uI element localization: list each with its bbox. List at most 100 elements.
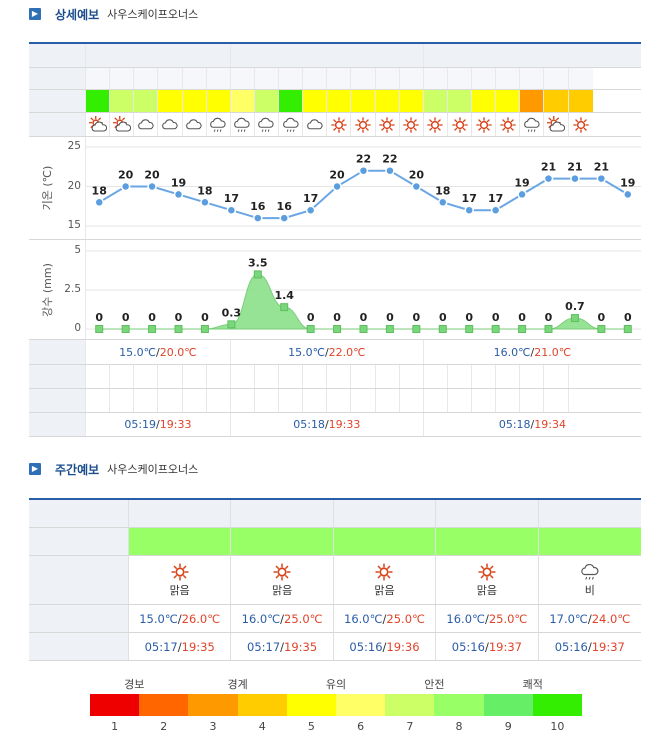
golf-index-cell (544, 90, 569, 112)
wind-cell (351, 389, 376, 412)
precip-chart-side: 강수 (mm) 5 2.5 0 (29, 240, 86, 339)
hour-cell (206, 68, 231, 89)
data-label: 0.7 (565, 300, 585, 313)
legend-color-swatch (532, 694, 583, 716)
precip-point (359, 325, 368, 333)
sun-cloud-icon (112, 115, 131, 132)
sunset-time: 19:34 (534, 418, 566, 431)
sunrise-time: 05:16 (554, 639, 588, 654)
weekly-date-cell (231, 500, 334, 527)
max-temp: 25.0℃ (284, 611, 323, 626)
min-temp: 15.0℃ (139, 611, 178, 626)
precip-point (280, 303, 289, 312)
hour-cell (375, 68, 400, 89)
weekly-date-cell (538, 500, 641, 527)
rainfall-row (29, 365, 641, 389)
data-label: 0 (333, 311, 341, 324)
weekly-golf-cell (538, 528, 641, 555)
weekly-date-label (29, 500, 129, 527)
weather-cell (279, 113, 304, 136)
data-label: 20 (329, 169, 345, 182)
temperature-point (253, 213, 263, 223)
weekly-golf-label (29, 528, 129, 555)
golf-index-cell (375, 90, 400, 112)
data-label: 1.4 (274, 289, 294, 302)
weather-cell (351, 113, 376, 136)
wind-cell (255, 389, 280, 412)
day-sun: 05:19/19:33 (86, 413, 231, 436)
cloud-rain-icon (258, 117, 275, 132)
data-label: 17 (462, 192, 477, 205)
max-temp: 25.0℃ (386, 611, 425, 626)
cloud-rain-icon (234, 117, 250, 132)
legend-number: 4 (258, 720, 266, 733)
legend-number: 2 (160, 720, 168, 733)
data-label: 0 (518, 311, 526, 324)
sun-icon (331, 116, 347, 133)
legend-numbers: 1 2 3 4 5 6 7 8 9 10 (90, 720, 582, 733)
sun-icon (171, 563, 189, 581)
day-header (230, 44, 424, 67)
temperature-chart-row: 기온 (℃) 25 20 15 18 20 20 19 18 17 16 16 17 20 22 22 20 1… (29, 137, 641, 240)
minmax-label (29, 340, 86, 364)
data-label: 0 (201, 311, 209, 324)
golf-index-cell (206, 90, 231, 112)
golf-index-cell (327, 90, 352, 112)
wind-cell (400, 389, 424, 412)
weekly-weather-cell: 맑음 (129, 556, 232, 604)
weekly-weather-label (29, 556, 129, 604)
data-label: 21 (594, 161, 609, 174)
sun-cloud-icon (88, 115, 107, 132)
separator: / (177, 611, 182, 626)
separator: / (587, 639, 592, 654)
temperature-point (543, 173, 554, 184)
rainfall-cell (351, 365, 376, 388)
legend-color-bar (90, 694, 583, 716)
max-temp: 26.0℃ (181, 611, 221, 626)
temperature-point (200, 197, 210, 208)
golf-index-cell (520, 90, 545, 112)
legend-color-swatch (237, 694, 287, 716)
wind-cell (472, 389, 497, 412)
data-label: 0 (307, 311, 315, 324)
sun-icon (478, 563, 496, 581)
weekly-temp-cell: 16.0℃/25.0℃ (334, 605, 437, 632)
weekly-forecast-table: 맑음 맑음 맑음 맑음 비 15.0℃/26.0℃ 16.0℃/25.0℃ 16.0℃/25… (29, 498, 641, 661)
weather-cell (448, 113, 473, 136)
hour-cell (86, 68, 111, 89)
precip-point (438, 325, 447, 333)
legend-number: 3 (209, 720, 217, 733)
legend-number: 9 (504, 720, 512, 733)
cloud-icon (137, 118, 154, 129)
legend-group-label: 경계 (227, 678, 248, 691)
temperature-point (332, 181, 342, 192)
golf-index-cell (254, 90, 280, 112)
rainfall-cell (448, 365, 473, 388)
weather-cell (544, 113, 569, 136)
rainfall-cell (472, 365, 497, 388)
wind-cell (424, 389, 448, 412)
golf-index-cell (110, 90, 135, 112)
legend-color-swatch (90, 694, 140, 716)
rainfall-cell (569, 365, 593, 388)
hour-cell (472, 68, 497, 89)
weekly-sun-label (29, 633, 129, 660)
precip-point (570, 314, 579, 323)
date-row (29, 44, 641, 68)
rainfall-cell (134, 365, 159, 388)
rainfall-label (29, 365, 86, 388)
weekly-temp-label (29, 605, 129, 632)
wind-cell (496, 389, 521, 412)
data-label: 3.5 (248, 256, 267, 269)
wind-cell (279, 389, 304, 412)
data-label: 20 (409, 169, 425, 182)
sunset-time: 19:33 (328, 418, 361, 431)
hour-cell (182, 68, 207, 89)
rainfall-cell (86, 365, 111, 388)
rainfall-cell (327, 365, 352, 388)
weekly-golf-cell (231, 528, 334, 555)
weather-cell (400, 113, 424, 136)
wind-cell (569, 389, 593, 412)
sunset-time: 19:37 (488, 639, 522, 654)
golf-index-cell (496, 90, 521, 112)
